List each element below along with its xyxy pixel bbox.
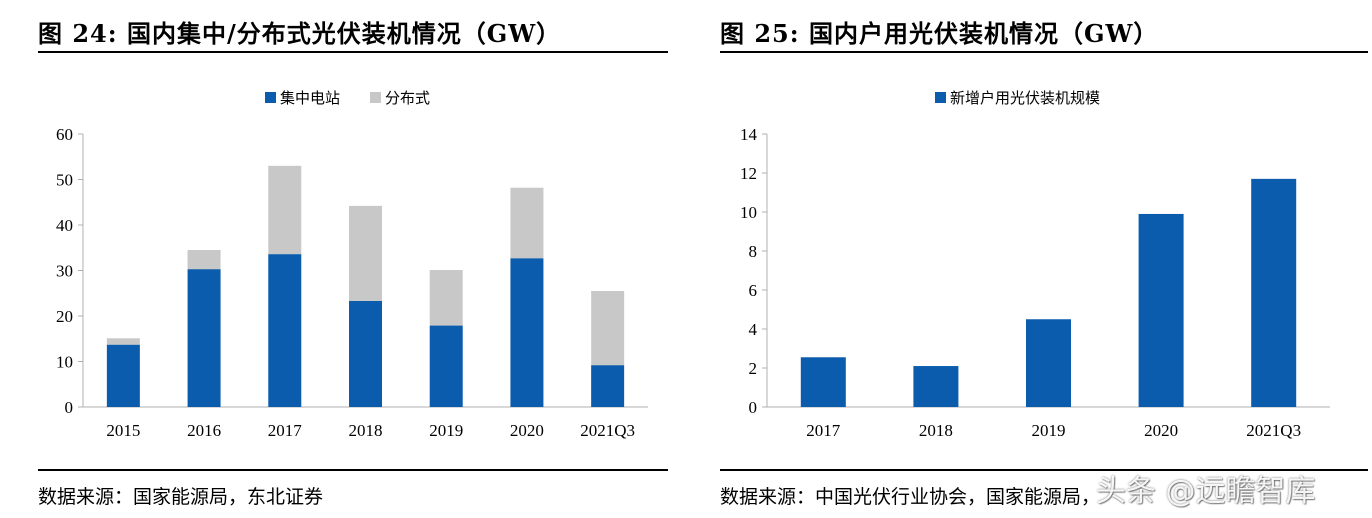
y-tick-label: 0 [749,398,758,417]
bar-series1-2018 [349,300,382,407]
figure-24-title: 图 24: 国内集中/分布式光伏装机情况（GW） [38,19,562,48]
x-tick-label: 2016 [187,421,221,440]
x-tick-label: 2017 [806,421,841,440]
bar-series1-2020 [510,258,544,407]
y-tick-label: 8 [749,242,758,261]
y-tick-label: 20 [56,307,73,326]
y-tick-label: 6 [749,281,758,300]
bar-series2-2018 [349,205,382,301]
bar-series1-2021Q3 [1251,178,1297,407]
bar-series1-2020 [1138,213,1184,407]
bar-series2-2015 [106,338,140,345]
x-tick-label: 2019 [1032,421,1066,440]
legend-label-distributed: 分布式 [385,89,430,107]
y-tick-label: 0 [65,398,74,417]
legend-swatch-centralized [265,92,276,103]
chart-legend: 集中电站 分布式 [265,89,430,107]
bar-series1-2017 [800,357,846,407]
chart-legend: 新增户用光伏装机规模 [935,89,1100,107]
x-tick-label: 2018 [349,421,383,440]
legend-swatch-residential [935,92,946,103]
figure-25-top-rule [720,51,1368,53]
figure-24-source: 数据来源：国家能源局，东北证券 [38,486,324,508]
figure-24-panel: 图 24: 国内集中/分布式光伏装机情况（GW） 集中电站 分布式 0 10 20 3… [38,0,668,518]
watermark-text: 头条 @远瞻智库 [1096,474,1316,509]
y-tick-label: 12 [740,164,757,183]
y-tick-label: 2 [749,359,758,378]
x-tick-label: 2020 [1144,421,1178,440]
y-tick-label: 14 [740,125,758,144]
bar-series1-2018 [913,366,959,407]
bar-series2-2019 [429,270,463,326]
y-tick-label: 4 [749,320,758,339]
legend-label-residential: 新增户用光伏装机规模 [950,89,1100,107]
bar-series1-2015 [106,344,140,407]
figure-25-title: 图 25: 国内户用光伏装机情况（GW） [720,19,1159,48]
figure-24-top-rule [38,51,668,53]
bar-series1-2019 [429,325,463,407]
x-tick-label: 2021Q3 [1246,421,1301,440]
y-tick-label: 10 [56,353,73,372]
legend-swatch-distributed [370,92,381,103]
y-tick-label: 50 [56,171,73,190]
y-tick-label: 10 [740,203,757,222]
bar-series2-2017 [268,165,302,255]
y-tick-label: 40 [56,216,73,235]
figure-25-bottom-rule [720,469,1368,471]
bar-series2-2021Q3 [591,290,625,366]
y-tick-label: 30 [56,262,73,281]
bar-series1-2021Q3 [591,365,625,407]
bar-series1-2019 [1026,319,1071,407]
bar-series2-2020 [510,187,544,259]
bar-series1-2017 [268,254,302,407]
y-tick-label: 60 [56,125,73,144]
figure-24-bottom-rule [38,469,668,471]
x-tick-label: 2020 [510,421,544,440]
figure-24-chart: 集中电站 分布式 0 10 20 30 40 50 60 2015 2016 2017 2018 20… [56,89,648,440]
x-tick-label: 2015 [106,421,140,440]
x-tick-label: 2017 [268,421,303,440]
x-tick-label: 2018 [919,421,953,440]
legend-label-centralized: 集中电站 [280,89,340,107]
figure-25-source: 数据来源：中国光伏行业协会，国家能源局， [720,486,1101,508]
figure-25-chart: 新增户用光伏装机规模 0 2 4 6 8 10 12 14 2017 2018 2019 2020 20… [740,89,1330,440]
bar-series2-2016 [187,250,221,270]
bar-series1-2016 [187,269,221,407]
x-tick-label: 2021Q3 [580,421,635,440]
figure-25-panel: 图 25: 国内户用光伏装机情况（GW） 新增户用光伏装机规模 0 2 4 6 8 10 1… [720,0,1370,518]
x-tick-label: 2019 [429,421,463,440]
